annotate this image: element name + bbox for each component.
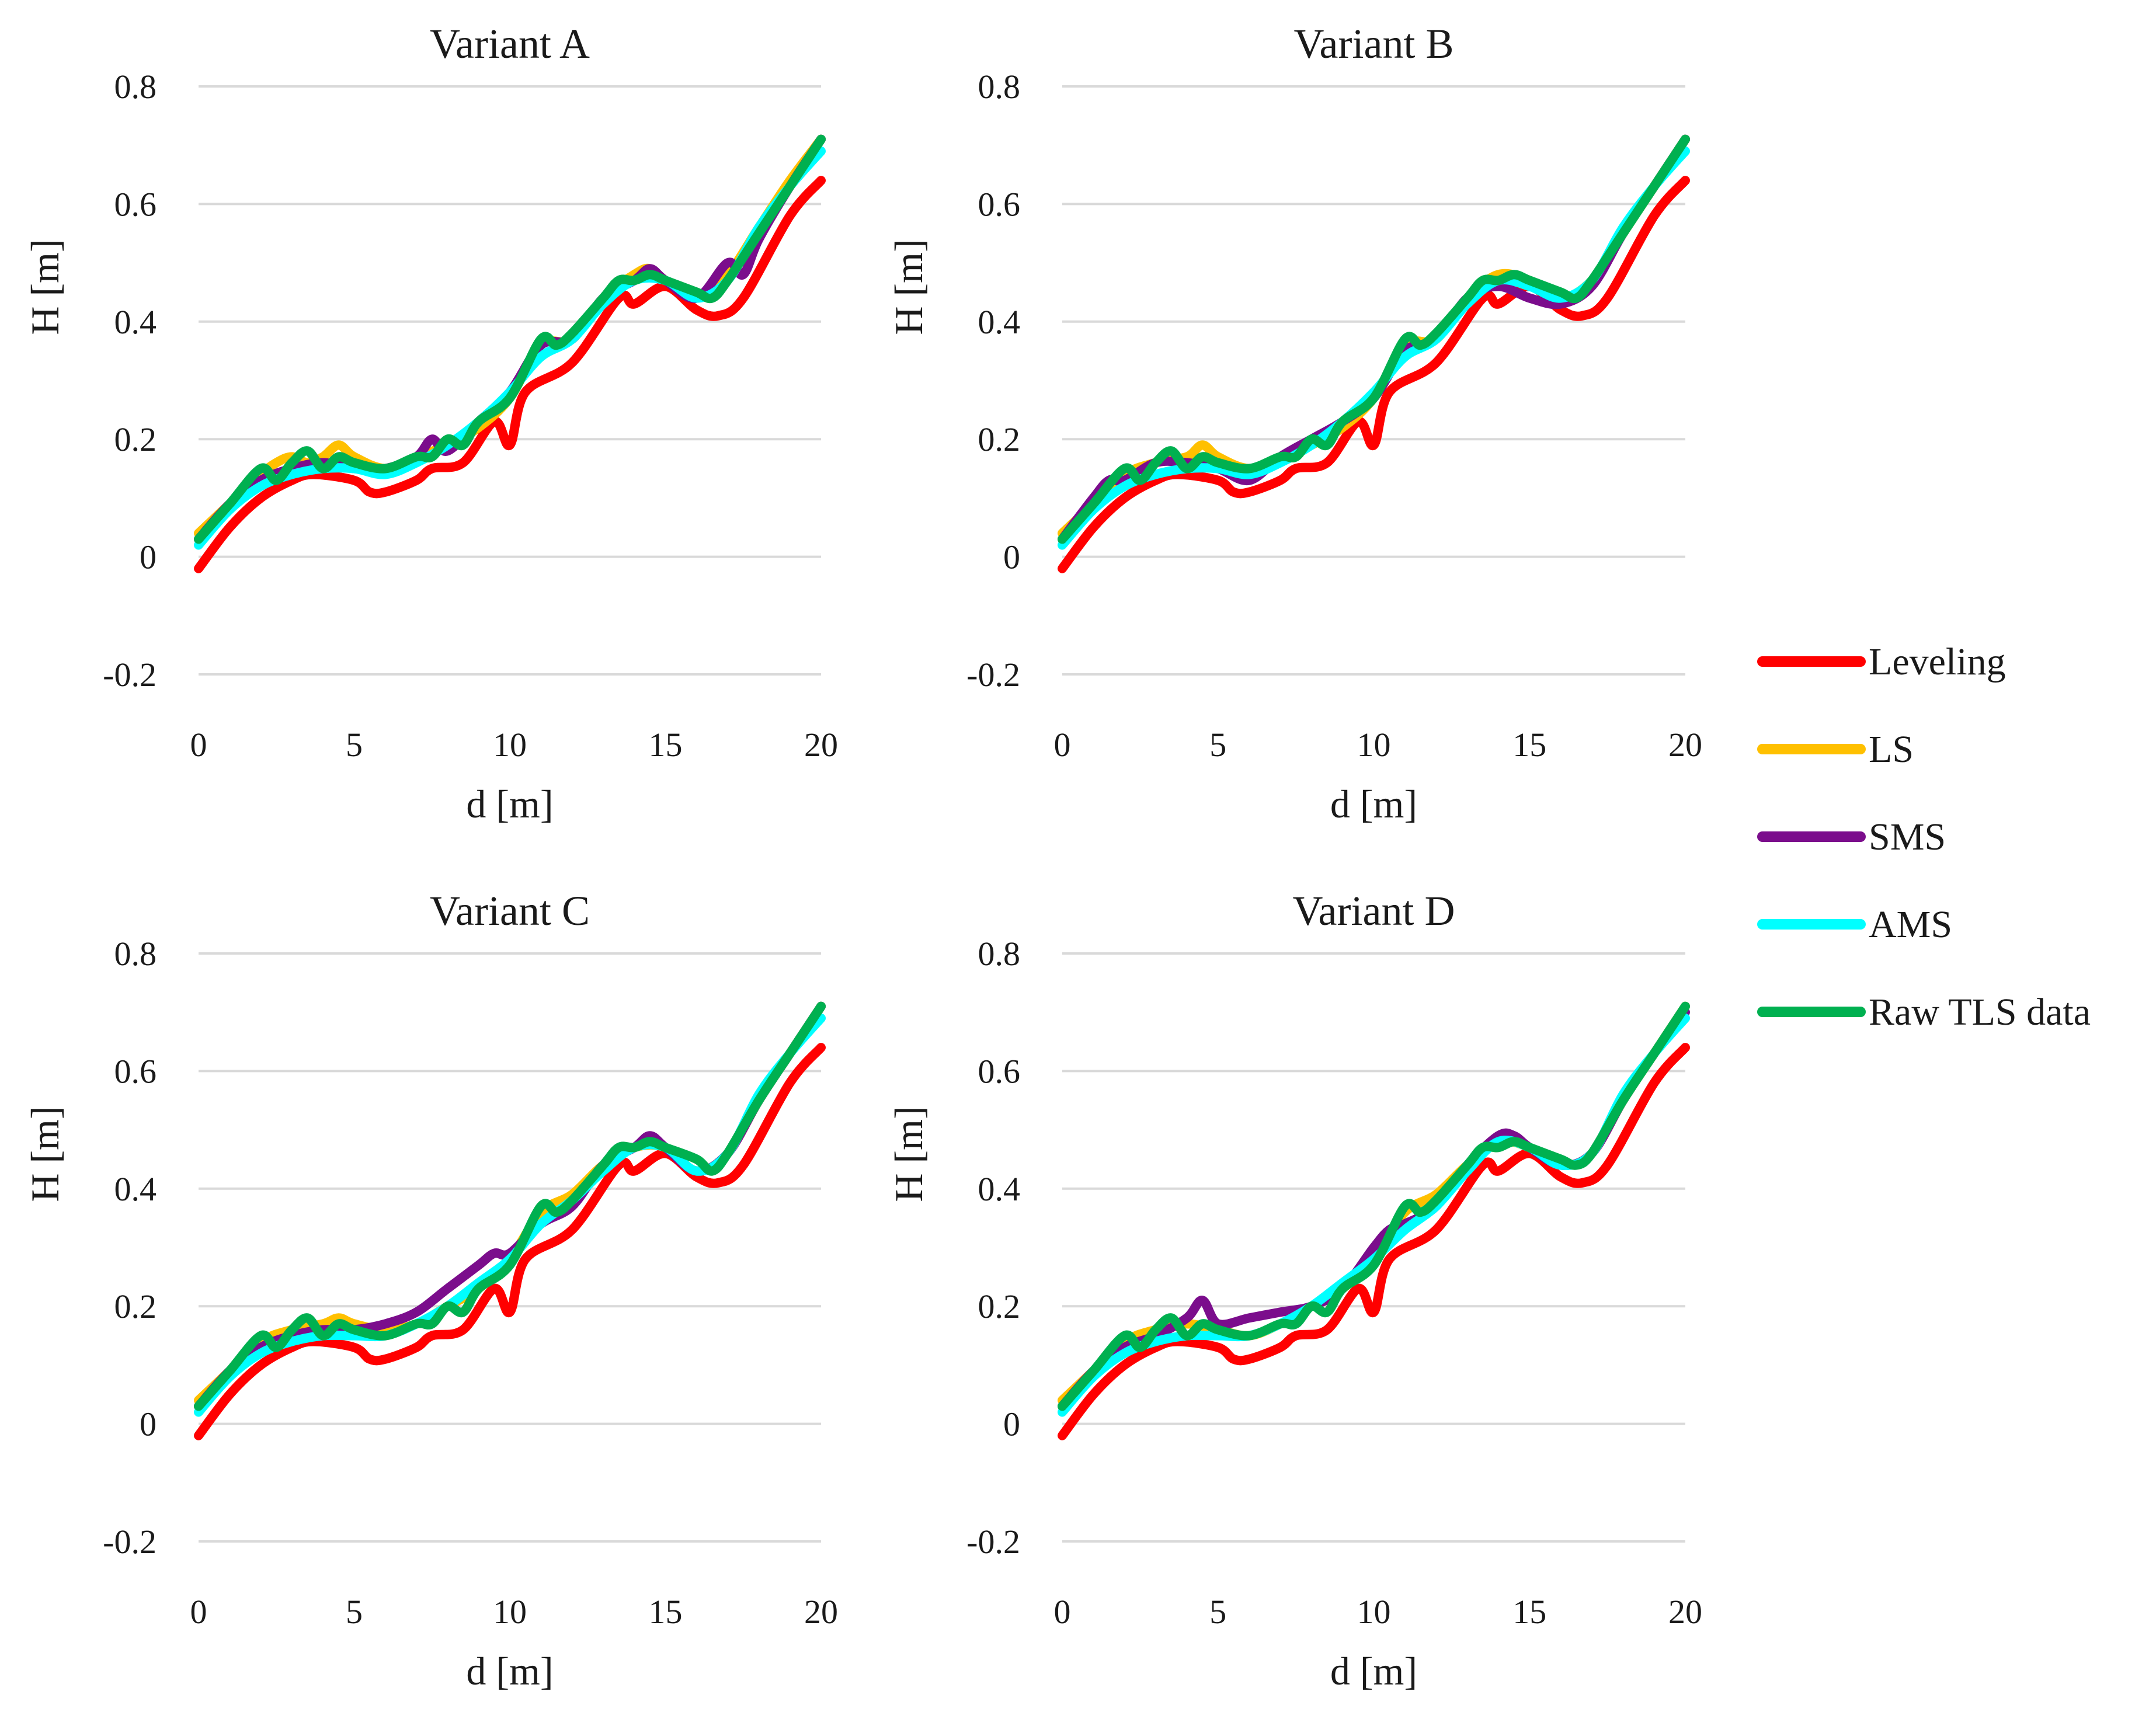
x-tick-label: 0 bbox=[1054, 726, 1071, 764]
chart-title: Variant C bbox=[430, 887, 590, 934]
y-tick-label: -0.2 bbox=[103, 1523, 157, 1561]
legend-item: Raw TLS data bbox=[1757, 991, 2091, 1033]
series-line-ams bbox=[1058, 1013, 1690, 1417]
x-tick-label: 0 bbox=[1054, 1593, 1071, 1631]
legend-label: SMS bbox=[1869, 816, 1946, 858]
x-tick-label: 5 bbox=[346, 1593, 363, 1631]
x-tick-label: 5 bbox=[1209, 726, 1226, 764]
y-axis-label: H [m] bbox=[23, 239, 67, 335]
legend: Leveling LS SMS AMS Raw TLS data bbox=[1757, 641, 2091, 1033]
y-tick-label: 0.4 bbox=[114, 303, 157, 341]
x-tick-label: 20 bbox=[1668, 726, 1702, 764]
x-tick-label: 15 bbox=[1512, 726, 1546, 764]
y-axis-label: H [m] bbox=[886, 239, 931, 335]
y-tick-label: 0.2 bbox=[978, 1287, 1021, 1325]
series-line-raw-tls-data bbox=[1058, 134, 1690, 544]
x-tick-label: 15 bbox=[649, 1593, 683, 1631]
x-axis-label: d [m] bbox=[466, 1649, 553, 1693]
x-axis-label: d [m] bbox=[1330, 1649, 1417, 1693]
legend-label: Leveling bbox=[1869, 641, 2006, 683]
y-tick-label: 0.8 bbox=[114, 68, 157, 106]
chart-title: Variant B bbox=[1294, 20, 1454, 67]
x-tick-label: 0 bbox=[190, 1593, 207, 1631]
chart-panel-1: Variant A 0.8 0.6 0.4 0.2 0 -0.2 0 5 10 15 20 d [m] H… bbox=[23, 20, 838, 826]
series-line-ams bbox=[194, 1013, 826, 1417]
y-tick-label: 0.2 bbox=[114, 1287, 157, 1325]
y-tick-label: 0.8 bbox=[978, 68, 1021, 106]
x-tick-label: 10 bbox=[493, 726, 527, 764]
y-tick-label: -0.2 bbox=[966, 656, 1020, 694]
series-line-leveling bbox=[194, 1043, 826, 1440]
chart-panel-4: Variant D 0.8 0.6 0.4 0.2 0 -0.2 0 5 10 15 20 d [m] H… bbox=[886, 887, 1702, 1693]
x-tick-label: 15 bbox=[649, 726, 683, 764]
series-line-leveling bbox=[194, 176, 826, 573]
x-axis-label: d [m] bbox=[466, 782, 553, 826]
y-tick-label: -0.2 bbox=[966, 1523, 1020, 1561]
x-tick-label: 0 bbox=[190, 726, 207, 764]
x-tick-label: 5 bbox=[1209, 1593, 1226, 1631]
legend-item: SMS bbox=[1757, 816, 1946, 858]
y-tick-label: 0.6 bbox=[978, 1052, 1021, 1090]
y-tick-label: 0.6 bbox=[978, 185, 1021, 223]
series-line-raw-tls-data bbox=[194, 134, 826, 544]
y-tick-label: 0 bbox=[1003, 538, 1020, 576]
y-tick-label: 0.4 bbox=[978, 1170, 1021, 1208]
y-tick-label: 0.8 bbox=[114, 935, 157, 973]
x-tick-label: 20 bbox=[1668, 1593, 1702, 1631]
legend-item: LS bbox=[1757, 728, 1914, 771]
y-tick-label: 0 bbox=[1003, 1405, 1020, 1443]
y-tick-label: 0.2 bbox=[114, 420, 157, 458]
x-tick-label: 10 bbox=[1357, 726, 1391, 764]
x-tick-label: 15 bbox=[1512, 1593, 1546, 1631]
x-tick-label: 10 bbox=[1357, 1593, 1391, 1631]
charts-container: Variant A 0.8 0.6 0.4 0.2 0 -0.2 0 5 10 15 20 d [m] H… bbox=[23, 20, 1702, 1693]
legend-label: AMS bbox=[1869, 903, 1952, 946]
series-line-leveling bbox=[1058, 176, 1690, 573]
chart-panel-3: Variant C 0.8 0.6 0.4 0.2 0 -0.2 0 5 10 15 20 d [m] H… bbox=[23, 887, 838, 1693]
series-line-ams bbox=[194, 146, 826, 550]
legend-item: Leveling bbox=[1757, 641, 2006, 683]
y-tick-label: 0.6 bbox=[114, 1052, 157, 1090]
x-tick-label: 10 bbox=[493, 1593, 527, 1631]
x-tick-label: 5 bbox=[346, 726, 363, 764]
legend-label: LS bbox=[1869, 728, 1914, 771]
x-axis-label: d [m] bbox=[1330, 782, 1417, 826]
y-tick-label: 0.4 bbox=[114, 1170, 157, 1208]
chart-title: Variant A bbox=[430, 20, 590, 67]
legend-item: AMS bbox=[1757, 903, 1952, 946]
series-line-raw-tls-data bbox=[194, 1001, 826, 1411]
y-tick-label: 0.2 bbox=[978, 420, 1021, 458]
y-axis-label: H [m] bbox=[886, 1106, 931, 1202]
series-line-ams bbox=[1058, 146, 1690, 550]
y-tick-label: 0.8 bbox=[978, 935, 1021, 973]
chart-panel-2: Variant B 0.8 0.6 0.4 0.2 0 -0.2 0 5 10 15 20 d [m] H… bbox=[886, 20, 1702, 826]
x-tick-label: 20 bbox=[804, 1593, 838, 1631]
chart-title: Variant D bbox=[1293, 887, 1455, 934]
series-line-raw-tls-data bbox=[1058, 1001, 1690, 1411]
x-tick-label: 20 bbox=[804, 726, 838, 764]
y-tick-label: 0.6 bbox=[114, 185, 157, 223]
y-tick-label: 0 bbox=[140, 538, 157, 576]
y-axis-label: H [m] bbox=[23, 1106, 67, 1202]
y-tick-label: -0.2 bbox=[103, 656, 157, 694]
y-tick-label: 0 bbox=[140, 1405, 157, 1443]
y-tick-label: 0.4 bbox=[978, 303, 1021, 341]
legend-label: Raw TLS data bbox=[1869, 991, 2091, 1033]
